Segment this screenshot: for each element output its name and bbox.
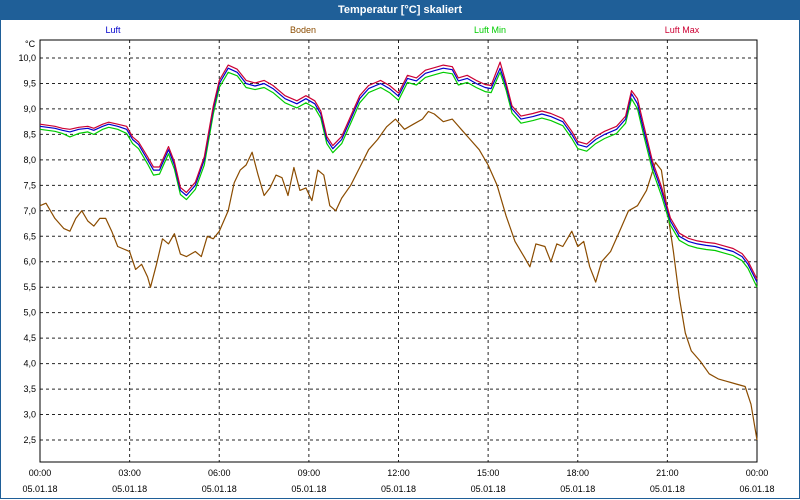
y-tick-label: 3,0: [23, 410, 36, 420]
x-tick-time: 21:00: [656, 468, 679, 478]
series-line-luft-max: [39, 61, 758, 280]
x-tick-time: 00:00: [746, 468, 769, 478]
y-tick-label: 9,5: [23, 78, 36, 88]
y-tick-label: 7,5: [23, 180, 36, 190]
y-tick-label: 2,5: [23, 435, 36, 445]
legend-entry: Luft Min: [474, 25, 506, 35]
x-tick-date: 06.01.18: [739, 484, 774, 494]
x-tick-time: 00:00: [29, 468, 52, 478]
legend-entry: Boden: [290, 25, 316, 35]
y-tick-label: 8,0: [23, 155, 36, 165]
x-tick-date: 05.01.18: [471, 484, 506, 494]
y-tick-label: 4,5: [23, 333, 36, 343]
x-tick-date: 05.01.18: [650, 484, 685, 494]
x-tick-time: 18:00: [566, 468, 589, 478]
y-tick-label: 5,0: [23, 308, 36, 318]
grid-layer: [40, 40, 757, 462]
y-tick-label: 5,5: [23, 282, 36, 292]
x-tick-date: 05.01.18: [381, 484, 416, 494]
y-axis-label: °C: [25, 39, 36, 49]
x-tick-date: 05.01.18: [202, 484, 237, 494]
x-tick-date: 05.01.18: [291, 484, 326, 494]
axis-layer: 10,0 9,5 9,0 8,5 8,0 7,5 7,0 6,5 6,0 5,5 5,0 4,5 4,0…: [18, 39, 774, 494]
x-tick-time: 12:00: [387, 468, 410, 478]
y-tick-label: 10,0: [18, 53, 36, 63]
series-line-boden: [39, 110, 758, 441]
x-tick-time: 03:00: [118, 468, 141, 478]
y-tick-label: 3,5: [23, 384, 36, 394]
window-title: Temperatur [°C] skaliert: [0, 0, 800, 20]
legend-entry: Luft Max: [665, 25, 700, 35]
series-line-luft: [39, 67, 758, 283]
x-tick-time: 15:00: [477, 468, 500, 478]
y-tick-label: 8,5: [23, 129, 36, 139]
plot-area: [39, 39, 758, 463]
y-tick-label: 6,5: [23, 231, 36, 241]
x-tick-time: 09:00: [298, 468, 321, 478]
y-tick-label: 7,0: [23, 206, 36, 216]
y-tick-label: 4,0: [23, 359, 36, 369]
series-layer: [39, 61, 758, 441]
series-line-luft-min: [39, 71, 758, 288]
x-tick-date: 05.01.18: [560, 484, 595, 494]
x-tick-date: 05.01.18: [112, 484, 147, 494]
x-tick-time: 06:00: [208, 468, 231, 478]
legend: Luft Boden Luft Min Luft Max: [105, 25, 699, 35]
y-tick-label: 6,0: [23, 257, 36, 267]
x-tick-date: 05.01.18: [22, 484, 57, 494]
legend-entry: Luft: [105, 25, 121, 35]
y-tick-label: 9,0: [23, 104, 36, 114]
